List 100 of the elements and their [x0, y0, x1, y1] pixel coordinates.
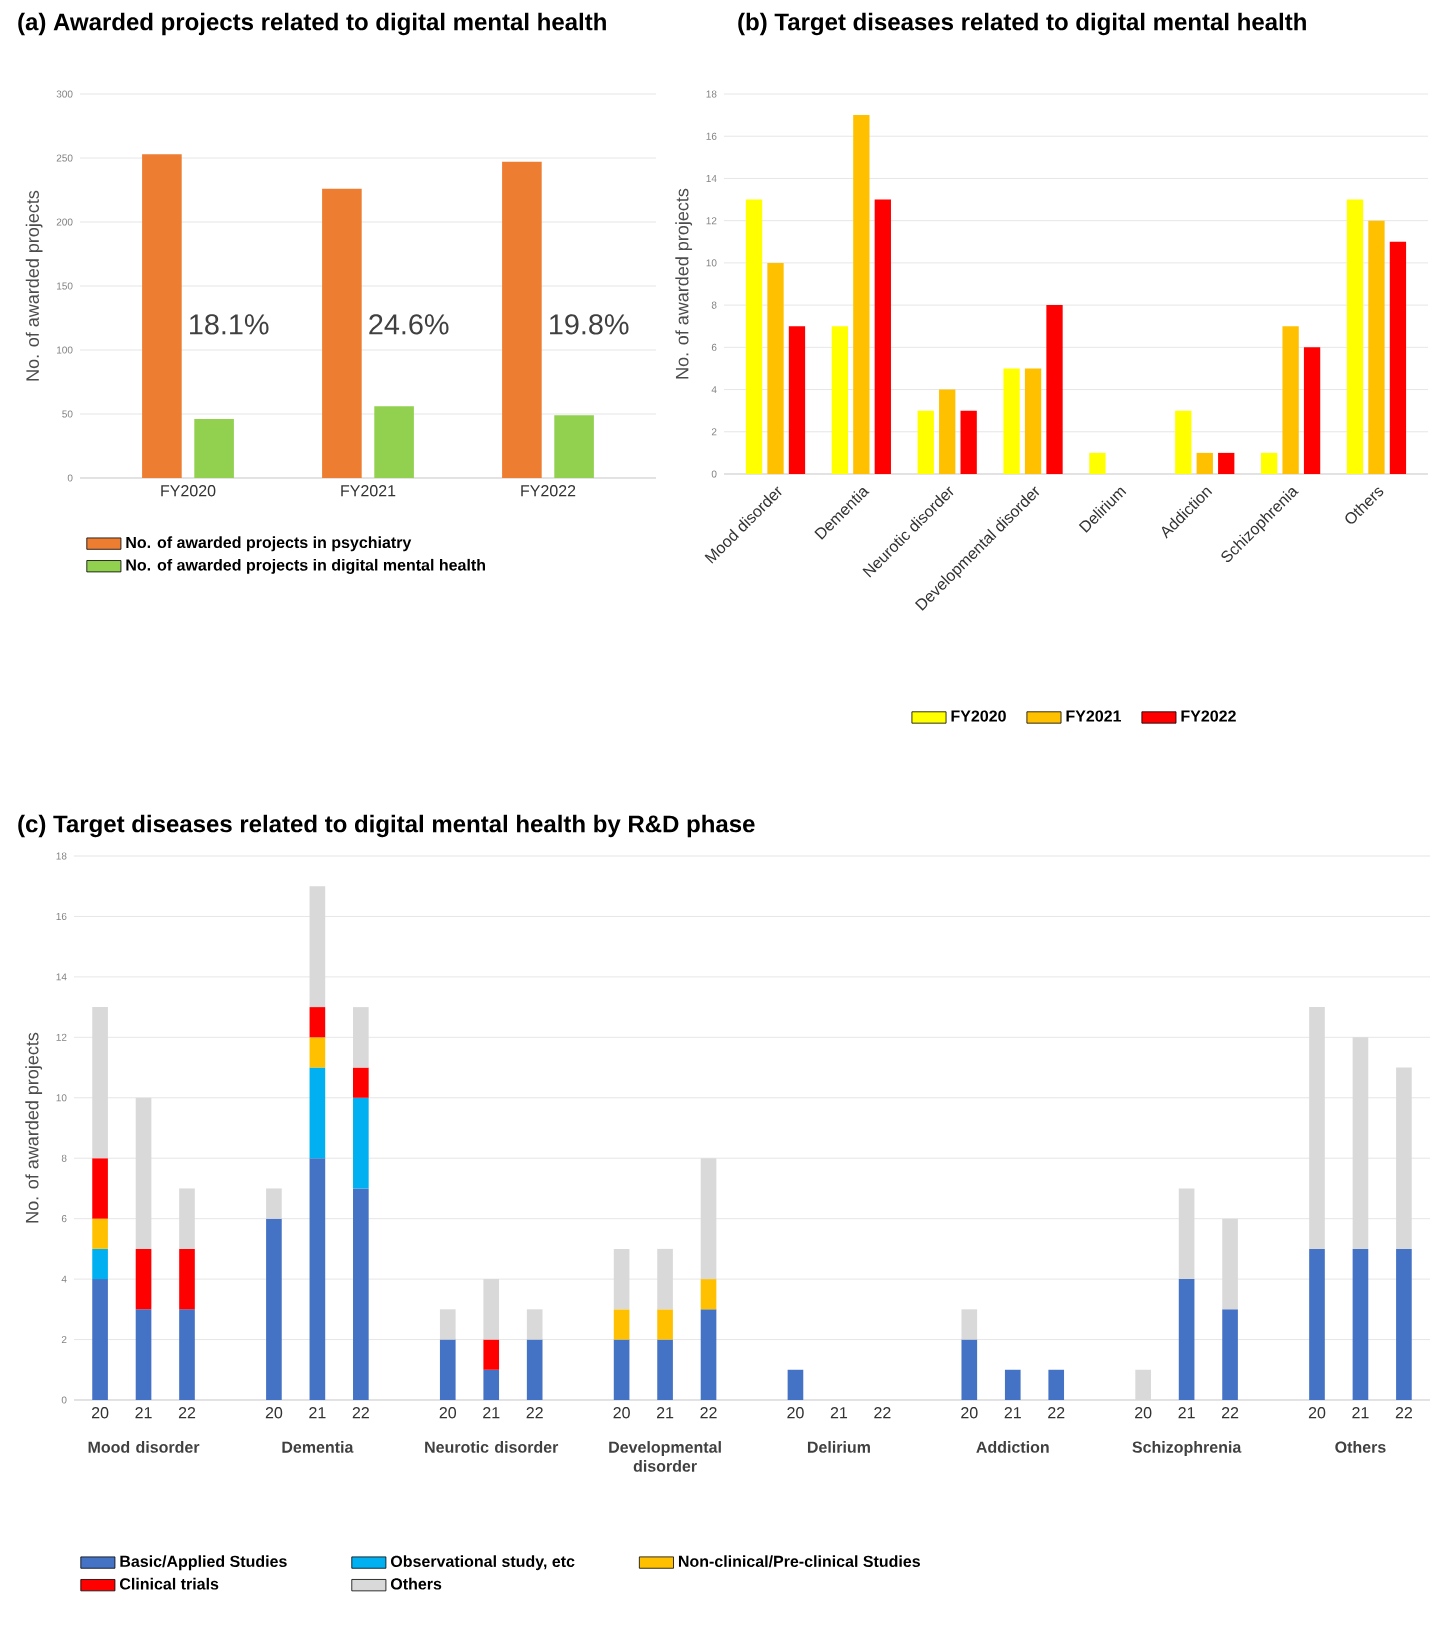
x-tick-label: 22 [352, 1407, 369, 1419]
bar [526, 1309, 543, 1340]
x-tick-label: 22 [874, 1407, 891, 1419]
bar [135, 1309, 152, 1400]
bar [1178, 1188, 1195, 1280]
chart-title: (c) Target diseases related to digital mental health by R&D phase [18, 814, 755, 838]
bar [483, 1339, 500, 1370]
bar [853, 115, 870, 474]
bar [309, 1007, 326, 1038]
bar [1004, 1369, 1021, 1400]
y-axis-title: No. of awarded projects [25, 190, 43, 381]
x-tick-label: 21 [135, 1407, 152, 1419]
bar [1003, 368, 1020, 474]
bar [135, 1097, 152, 1249]
bar [1346, 199, 1364, 474]
text: Developmental disorder [609, 1441, 721, 1472]
bar [787, 1369, 804, 1400]
bar [483, 1369, 500, 1400]
bar [1309, 1248, 1325, 1400]
bar [700, 1309, 717, 1400]
bar [92, 1279, 108, 1400]
bar [1135, 1369, 1151, 1400]
bar [767, 262, 784, 474]
bar [1352, 1037, 1369, 1249]
legend-label: FY2020 [951, 710, 1006, 722]
x-tick-label: 21 [1178, 1407, 1195, 1419]
x-tick-label: FY2020 [161, 485, 216, 497]
bar [309, 886, 326, 1008]
x-tick-label: 22 [178, 1407, 196, 1419]
bar [874, 199, 891, 474]
bar [700, 1279, 717, 1310]
bar [92, 1007, 108, 1159]
bar [1352, 1248, 1369, 1400]
x-tick-label: FY2022 [521, 485, 576, 497]
legend-label: Clinical trials [120, 1577, 219, 1590]
text: Others [1335, 1441, 1386, 1453]
bar [1368, 220, 1385, 474]
bar [1309, 1007, 1325, 1249]
x-tick-label: 21 [1352, 1407, 1369, 1419]
x-tick-label: 20 [787, 1407, 804, 1419]
x-tick-label: 20 [439, 1407, 457, 1419]
bar [353, 1007, 369, 1068]
bar [92, 1158, 108, 1219]
bar [322, 188, 362, 478]
chart-title: (a) Awarded projects related to digital mental health [18, 12, 606, 36]
bar [526, 1339, 543, 1400]
bar [266, 1188, 282, 1219]
bar [917, 410, 934, 474]
bar [700, 1158, 717, 1280]
bar [309, 1067, 326, 1159]
annotation: 24.6% [369, 314, 449, 335]
bar [961, 1339, 978, 1400]
legend-label: FY2022 [1181, 710, 1236, 722]
x-tick-label: 20 [265, 1407, 283, 1419]
legend-label: Observational study, etc [390, 1555, 575, 1571]
bar [1222, 1309, 1238, 1400]
text: Schizophrenia [1132, 1441, 1242, 1456]
bar [657, 1309, 673, 1340]
x-tick-label: 21 [830, 1407, 848, 1419]
text: Dementia [282, 1441, 354, 1453]
bar [374, 406, 414, 478]
bar [613, 1309, 630, 1340]
bar [309, 1037, 326, 1068]
bar [1048, 1369, 1065, 1400]
legend-label: FY2021 [1066, 710, 1122, 722]
bar [1389, 241, 1407, 474]
bar [179, 1248, 195, 1310]
x-tick-label: 22 [1395, 1407, 1412, 1419]
x-tick-label: 21 [483, 1407, 500, 1419]
y-axis-title: No. of awarded projects [25, 1032, 43, 1223]
bar [179, 1309, 195, 1400]
x-tick-label: 20 [91, 1407, 109, 1419]
bar [745, 199, 763, 474]
text: Addiction [976, 1441, 1049, 1453]
bar [1046, 305, 1063, 474]
bar [353, 1097, 369, 1189]
chart-title: (b) Target diseases related to digital mental health [738, 12, 1306, 36]
bar [1396, 1067, 1412, 1249]
y-axis-title: No. of awarded projects [675, 188, 693, 379]
bar [1196, 452, 1213, 474]
text: Mood disorder [88, 1441, 200, 1453]
bar [1218, 452, 1235, 474]
text: Neurotic disorder [425, 1441, 559, 1453]
bar [1261, 452, 1278, 474]
bar [831, 326, 849, 474]
bar [483, 1279, 500, 1340]
x-tick-label: 21 [656, 1407, 674, 1419]
x-tick-label: 22 [526, 1407, 543, 1419]
bar [613, 1339, 630, 1400]
x-tick-label: 22 [1048, 1407, 1065, 1419]
bar [439, 1339, 456, 1400]
legend-label: Non-clinical/Pre-clinical Studies [678, 1555, 920, 1568]
x-tick-label: 20 [1135, 1407, 1152, 1419]
legend-label: Basic/Applied Studies [120, 1555, 287, 1571]
bar [657, 1248, 673, 1310]
bar [194, 419, 234, 478]
x-tick-label: 20 [1308, 1407, 1326, 1419]
text: Delirium [807, 1441, 870, 1453]
bar [92, 1218, 108, 1249]
bar [439, 1309, 456, 1340]
